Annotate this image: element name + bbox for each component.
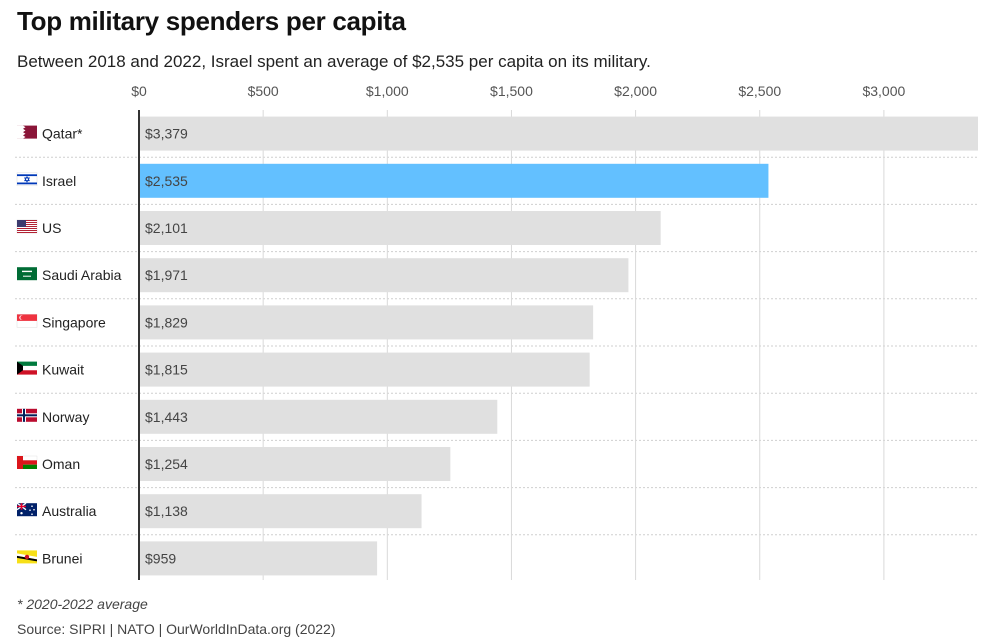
- value-label: $1,138: [145, 503, 188, 519]
- bar-australia: [139, 494, 422, 529]
- value-label: $1,829: [145, 314, 188, 330]
- bar-brunei: [139, 541, 378, 576]
- bar-chart: $0 $500 $1,000 $1,500 $2,000 $2,500 $3,000 $3,3…: [15, 83, 978, 580]
- value-label: $3,379: [145, 126, 188, 142]
- category-label: Oman: [42, 456, 80, 472]
- footnote: * 2020-2022 average: [17, 596, 148, 612]
- category-label: Saudi Arabia: [42, 267, 122, 283]
- category-label: Kuwait: [42, 362, 84, 378]
- norway-flag-icon: [17, 408, 37, 422]
- chart-subtitle: Between 2018 and 2022, Israel spent an a…: [17, 52, 651, 71]
- category-label: Brunei: [42, 550, 82, 566]
- value-label: $1,971: [145, 267, 188, 283]
- category-label: US: [42, 220, 61, 236]
- category-label: Israel: [42, 173, 76, 189]
- category-label: Norway: [42, 409, 89, 425]
- oman-flag-icon: [16, 455, 38, 469]
- chart-title: Top military spenders per capita: [17, 6, 406, 36]
- bar-qatar: [139, 116, 978, 151]
- source-line: Source: SIPRI | NATO | OurWorldInData.or…: [17, 621, 336, 637]
- x-tick-label: $2,500: [738, 83, 781, 99]
- kuwait-flag-icon: [17, 361, 37, 375]
- bar-singapore: [139, 305, 594, 340]
- brunei-flag-icon: [17, 550, 37, 564]
- value-label: $1,815: [145, 362, 188, 378]
- bar-kuwait: [139, 352, 590, 387]
- value-label: $1,443: [145, 409, 188, 425]
- singapore-flag-icon: [16, 314, 38, 328]
- category-label: Australia: [42, 503, 97, 519]
- bar-oman: [139, 447, 451, 481]
- x-tick-label: $2,000: [614, 83, 657, 99]
- bar-saudi-arabia: [139, 258, 629, 293]
- qatar-flag-icon: [17, 125, 37, 139]
- value-label: $2,101: [145, 220, 188, 236]
- saudi-arabia-flag-icon: [17, 267, 37, 281]
- bar-israel: [139, 163, 769, 198]
- category-label: Singapore: [42, 314, 106, 330]
- israel-flag-icon: [16, 172, 38, 187]
- x-tick-label: $1,500: [490, 83, 533, 99]
- x-tick-label: $3,000: [862, 83, 905, 99]
- x-tick-label: $0: [131, 83, 147, 99]
- x-tick-label: $500: [248, 83, 279, 99]
- us-flag-icon: [16, 219, 38, 234]
- category-label: Qatar*: [42, 126, 83, 142]
- australia-flag-icon: [16, 502, 37, 517]
- value-label: $959: [145, 550, 176, 566]
- value-label: $2,535: [145, 173, 188, 189]
- bar-us: [139, 211, 661, 245]
- x-tick-label: $1,000: [366, 83, 409, 99]
- value-label: $1,254: [145, 456, 188, 472]
- bar-norway: [139, 399, 498, 434]
